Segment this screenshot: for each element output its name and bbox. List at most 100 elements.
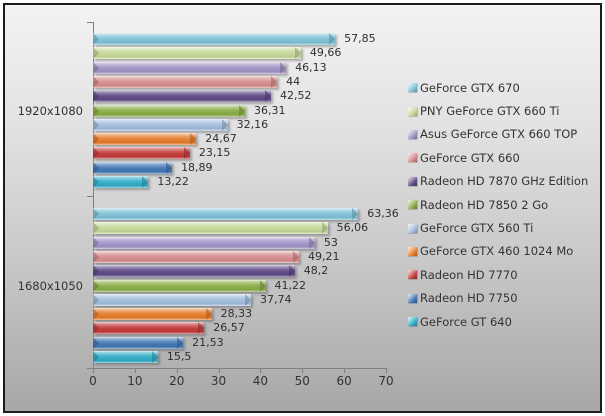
bar-right-bevel bbox=[244, 293, 251, 306]
x-axis-tick-label: 40 bbox=[252, 374, 269, 388]
legend-label: Radeon HD 7870 GHz Edition bbox=[420, 174, 589, 189]
bar-right-bevel bbox=[151, 351, 158, 363]
bar-geforce-gtx-660-1680x1050 bbox=[93, 250, 299, 263]
bar-value-label: 63,36 bbox=[367, 207, 399, 220]
bar-geforce-gtx-660-1920x1080 bbox=[93, 75, 278, 88]
legend-swatch-icon bbox=[408, 129, 417, 139]
y-axis-tick bbox=[87, 22, 93, 23]
bar-radeon-hd-7870-ghz-edition-1920x1080 bbox=[93, 90, 271, 103]
y-axis bbox=[93, 22, 94, 368]
bar-value-label: 36,31 bbox=[253, 103, 286, 117]
x-axis-tick-label: 50 bbox=[294, 374, 310, 388]
y-axis-tick bbox=[87, 196, 93, 197]
bar-left-bevel bbox=[93, 104, 99, 117]
bar-value-label: 21,53 bbox=[192, 335, 224, 349]
bar-left-bevel bbox=[93, 118, 99, 131]
bar-right-bevel bbox=[292, 250, 299, 263]
bar-value-label: 49,66 bbox=[309, 46, 342, 60]
bar-right-bevel bbox=[308, 236, 315, 249]
legend-item-geforce-gtx-460-1024-mo: GeForce GTX 460 1024 Mo bbox=[408, 240, 588, 263]
legend-item-radeon-hd-7850-2-go: Radeon HD 7850 2 Go bbox=[408, 193, 588, 216]
bar-right-bevel bbox=[280, 61, 287, 74]
x-axis-tick-label: 20 bbox=[169, 374, 185, 388]
bar-left-bevel bbox=[93, 147, 99, 160]
bar-left-bevel bbox=[93, 90, 99, 103]
x-axis-tick bbox=[176, 368, 178, 373]
legend-label: PNY GeForce GTX 660 Ti bbox=[420, 104, 560, 119]
bar-geforce-gtx-560-ti-1920x1080 bbox=[93, 118, 228, 131]
bar-geforce-gt-640-1680x1050 bbox=[93, 351, 158, 363]
bar-value-label: 24,67 bbox=[205, 132, 237, 146]
legend-item-geforce-gtx-660: GeForce GTX 660 bbox=[408, 146, 588, 169]
bar-value-label: 56,06 bbox=[336, 221, 369, 235]
legend-swatch-icon bbox=[408, 246, 417, 256]
legend-swatch-icon bbox=[408, 153, 417, 163]
legend-swatch-icon bbox=[408, 293, 417, 303]
legend-swatch-icon bbox=[408, 317, 417, 327]
x-axis bbox=[93, 368, 387, 369]
legend-swatch-icon bbox=[408, 106, 417, 116]
category-label-1680x1050: 1680x1050 bbox=[17, 278, 83, 293]
bar-radeon-hd-7770-1920x1080 bbox=[93, 147, 190, 160]
benchmark-bar-chart: 0 10 20 30 40 50 60 70 1920x1080 1680x1050 57,85 63… bbox=[3, 3, 602, 413]
bar-right-bevel bbox=[321, 222, 328, 235]
x-axis-tick bbox=[93, 368, 94, 373]
bar-value-label: 26,57 bbox=[213, 321, 245, 335]
x-axis-tick-label: 10 bbox=[127, 374, 143, 388]
x-axis-tick bbox=[302, 368, 304, 373]
bar-right-bevel bbox=[259, 279, 266, 292]
bar-value-label: 49,21 bbox=[307, 249, 340, 263]
bar-left-bevel bbox=[93, 293, 99, 306]
bar-value-label: 15,5 bbox=[166, 350, 192, 363]
x-axis-tick-label: 0 bbox=[89, 374, 97, 388]
bar-right-bevel bbox=[352, 208, 359, 220]
bar-geforce-gtx-670-1920x1080 bbox=[93, 33, 336, 45]
bar-left-bevel bbox=[93, 176, 99, 188]
bar-value-label: 28,33 bbox=[220, 307, 253, 321]
bar-left-bevel bbox=[93, 351, 99, 363]
bar-right-bevel bbox=[183, 147, 190, 160]
legend-swatch-icon bbox=[408, 200, 417, 210]
legend-item-asus-geforce-gtx-660-top: Asus GeForce GTX 660 TOP bbox=[408, 123, 588, 146]
legend-label: GeForce GTX 460 1024 Mo bbox=[420, 244, 574, 259]
bar-geforce-gtx-460-1024-mo-1680x1050 bbox=[93, 308, 212, 321]
bar-right-bevel bbox=[142, 176, 149, 188]
bar-value-label: 42,52 bbox=[279, 89, 312, 103]
legend-label: Radeon HD 7770 bbox=[420, 267, 518, 282]
bar-right-bevel bbox=[198, 322, 205, 335]
bar-radeon-hd-7870-ghz-edition-1680x1050 bbox=[93, 265, 295, 278]
legend-label: GeForce GT 640 bbox=[420, 314, 512, 329]
bar-value-label: 18,89 bbox=[181, 160, 213, 174]
bar-left-bevel bbox=[93, 308, 99, 321]
bar-radeon-hd-7850-2-go-1920x1080 bbox=[93, 104, 245, 117]
legend-label: Asus GeForce GTX 660 TOP bbox=[420, 127, 578, 142]
bar-right-bevel bbox=[221, 118, 228, 131]
legend-label: GeForce GTX 560 Ti bbox=[420, 221, 534, 236]
bar-right-bevel bbox=[177, 336, 184, 349]
legend-item-radeon-hd-7750: Radeon HD 7750 bbox=[408, 287, 588, 310]
legend-item-geforce-gtx-670: GeForce GTX 670 bbox=[408, 76, 588, 99]
bar-value-label: 32,16 bbox=[236, 117, 269, 131]
bar-pny-geforce-gtx-660-ti-1680x1050 bbox=[93, 222, 328, 235]
legend: GeForce GTX 670 PNY GeForce GTX 660 Ti Asu… bbox=[408, 76, 588, 333]
bar-left-bevel bbox=[93, 33, 99, 45]
bar-right-bevel bbox=[271, 75, 278, 88]
bar-left-bevel bbox=[93, 133, 99, 146]
bar-right-bevel bbox=[238, 104, 245, 117]
x-axis-tick-label: 60 bbox=[336, 374, 352, 388]
legend-item-radeon-hd-7870-ghz-edition: Radeon HD 7870 GHz Edition bbox=[408, 170, 588, 193]
legend-swatch-icon bbox=[408, 223, 417, 233]
legend-swatch-icon bbox=[408, 83, 417, 93]
legend-label: Radeon HD 7850 2 Go bbox=[420, 197, 549, 212]
bar-value-label: 41,22 bbox=[274, 278, 307, 292]
bar-pny-geforce-gtx-660-ti-1920x1080 bbox=[93, 47, 301, 60]
legend-item-pny-geforce-gtx-660-ti: PNY GeForce GTX 660 Ti bbox=[408, 99, 588, 122]
bar-left-bevel bbox=[93, 75, 99, 88]
x-axis-tick bbox=[344, 368, 346, 373]
bar-radeon-hd-7850-2-go-1680x1050 bbox=[93, 279, 266, 292]
legend-swatch-icon bbox=[408, 176, 417, 186]
bar-value-label: 44 bbox=[286, 74, 301, 88]
bar-right-bevel bbox=[190, 133, 197, 146]
x-axis-tick-label: 70 bbox=[378, 374, 394, 388]
bar-radeon-hd-7750-1680x1050 bbox=[93, 336, 184, 349]
